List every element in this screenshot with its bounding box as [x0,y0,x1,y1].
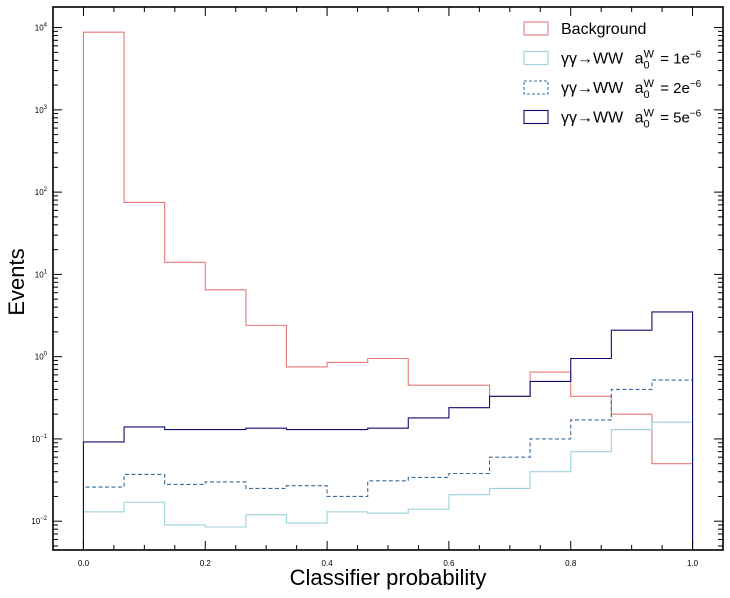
y-tick-label-exponent: 2 [44,187,48,193]
y-tick-label: 10−1 [31,434,47,444]
y-tick-label: 104 [35,23,48,33]
legend-coupling-symbol: a [635,51,644,68]
series-2-step-line [82,379,694,550]
legend-coupling-exponent: −6 [690,79,702,90]
legend-coupling-value: = 5e [656,110,690,127]
legend-label-3: γγ→WW a0W = 5e−6 [561,108,702,131]
legend-coupling-value: = 2e [656,80,690,97]
legend-series-name: Background [561,21,646,38]
axes: 0.0 0.2 0.4 0.6 0.8 1.010−210−110010110210310… [31,6,724,568]
y-tick-label: 10−2 [31,516,47,526]
y-tick-label: 103 [35,105,48,115]
legend-swatch-2 [523,80,549,95]
legend-swatch-0 [523,21,549,36]
legend-series-name: γγ→WW [561,110,624,127]
y-tick-label-exponent: −1 [40,434,48,440]
series-1-step-line [82,421,694,550]
x-tick-label: 0.6 [443,559,455,568]
legend-label-2: γγ→WW a0W = 2e−6 [561,78,702,101]
y-tick-label-exponent: −2 [40,516,48,522]
legend-coupling-superscript: W [644,49,655,61]
x-axis-label: Classifier probability [290,565,487,590]
legend-coupling-value: = 1e [656,51,690,68]
legend-coupling-subscript: 0 [644,60,650,72]
y-tick-label: 100 [35,352,48,362]
y-axis-label: Events [4,248,29,315]
x-tick-label: 0.2 [200,559,212,568]
plot-area [82,31,694,550]
x-tick-label: 0.4 [322,559,334,568]
x-tick-label: 1.0 [687,559,699,568]
legend-coupling-exponent: −6 [690,109,702,120]
y-tick-label: 102 [35,187,48,197]
legend-label-0: Background [561,21,646,38]
legend-coupling-exponent: −6 [690,50,702,61]
legend-swatch-1 [523,50,549,66]
legend-coupling-symbol: a [635,110,644,127]
legend-coupling-superscript: W [644,78,655,90]
legend-series-name: γγ→WW [561,51,624,68]
legend-series-name: γγ→WW [561,80,624,97]
x-tick-label: 0.0 [78,559,90,568]
y-tick-label-exponent: 1 [44,269,48,275]
y-tick-label-exponent: 4 [44,23,48,29]
legend-coupling-superscript: W [644,108,655,120]
legend-label-1: γγ→WW a0W = 1e−6 [561,49,702,72]
y-tick-label: 101 [35,269,48,279]
y-tick-label-exponent: 3 [44,105,48,111]
legend-swatch-3 [523,109,549,125]
y-tick-label-exponent: 0 [44,352,48,358]
legend-coupling-subscript: 0 [644,89,650,101]
series-3-step-line [82,311,694,550]
legend-coupling-symbol: a [635,80,644,97]
x-tick-label: 0.8 [565,559,577,568]
legend-coupling-subscript: 0 [644,119,650,131]
